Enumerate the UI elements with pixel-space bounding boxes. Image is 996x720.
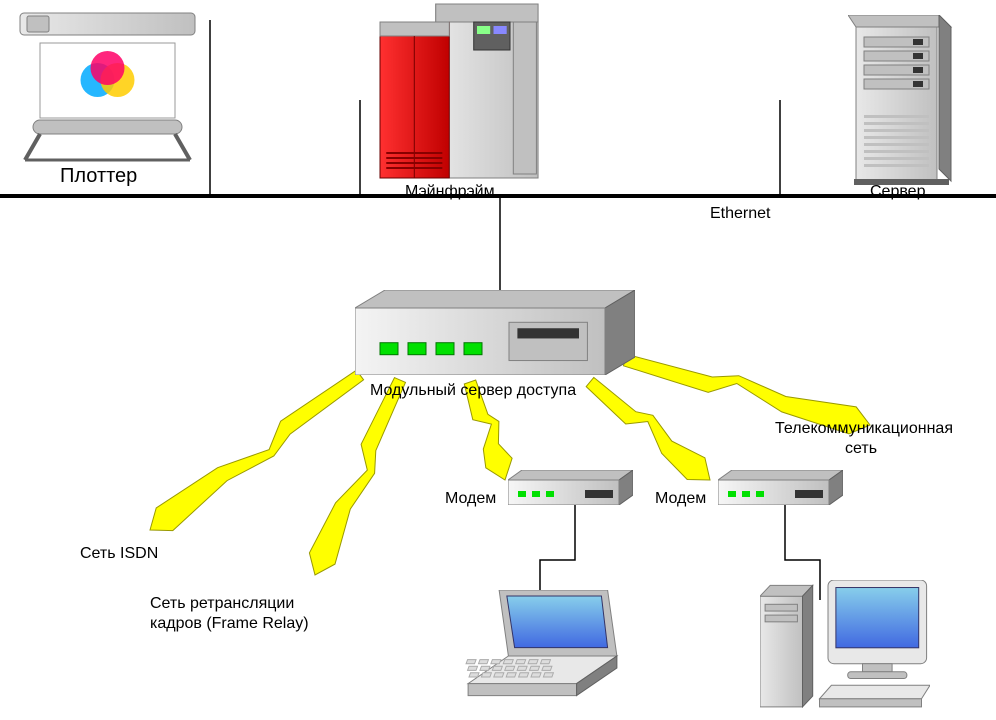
modem-1-device xyxy=(508,470,633,505)
plotter-device xyxy=(15,8,200,163)
plotter-label: Плоттер xyxy=(60,165,137,188)
access-server-device xyxy=(355,290,635,375)
server-label: Сервер xyxy=(870,183,925,201)
server-device xyxy=(848,15,953,185)
mainframe-device xyxy=(378,2,543,182)
modem-1-label: Модем xyxy=(445,490,496,508)
access-server-label: Модульный сервер доступа xyxy=(370,382,576,400)
frame-relay-label-2: кадров (Frame Relay) xyxy=(150,615,309,633)
isdn-label: Сеть ISDN xyxy=(80,545,158,563)
mainframe-label: Мэйнфрэйм xyxy=(405,183,495,201)
laptop-device xyxy=(465,590,620,710)
telecom-label-2: сеть xyxy=(845,440,877,458)
desktop-pc-device xyxy=(760,580,930,715)
frame-relay-label-1: Сеть ретрансляции xyxy=(150,595,294,613)
modem-2-label: Модем xyxy=(655,490,706,508)
ethernet-label: Ethernet xyxy=(710,205,770,223)
telecom-label-1: Телекоммуникационная xyxy=(775,420,953,438)
modem-2-device xyxy=(718,470,843,505)
